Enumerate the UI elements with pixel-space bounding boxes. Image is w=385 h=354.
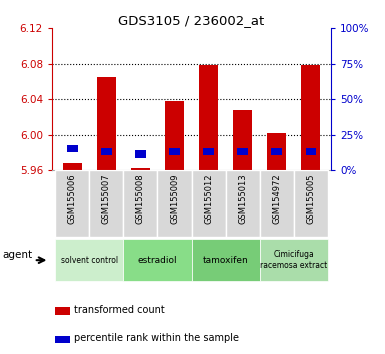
Bar <box>124 239 192 281</box>
Bar <box>63 163 82 170</box>
Bar <box>259 170 294 237</box>
Text: GSM155013: GSM155013 <box>238 173 247 224</box>
Bar <box>124 170 157 237</box>
Text: GSM155006: GSM155006 <box>68 173 77 224</box>
Bar <box>267 133 286 170</box>
Bar <box>157 170 192 237</box>
Bar <box>165 101 184 170</box>
Text: GSM155012: GSM155012 <box>204 173 213 224</box>
Bar <box>294 170 328 237</box>
Bar <box>306 148 316 155</box>
Bar <box>203 148 214 155</box>
Bar <box>233 110 252 170</box>
Text: tamoxifen: tamoxifen <box>203 256 248 265</box>
Bar <box>101 148 112 155</box>
Bar <box>55 307 70 315</box>
Text: GSM155008: GSM155008 <box>136 173 145 224</box>
Text: estradiol: estradiol <box>138 256 177 265</box>
Text: Cimicifuga
racemosa extract: Cimicifuga racemosa extract <box>260 251 327 270</box>
Bar <box>55 170 89 237</box>
Bar <box>301 65 320 170</box>
Text: agent: agent <box>3 250 33 260</box>
Text: GSM155009: GSM155009 <box>170 173 179 224</box>
Bar <box>89 170 124 237</box>
Bar <box>199 65 218 170</box>
Bar <box>192 170 226 237</box>
Bar <box>271 148 282 155</box>
Bar <box>55 336 70 343</box>
Bar <box>226 170 259 237</box>
Text: percentile rank within the sample: percentile rank within the sample <box>74 333 239 343</box>
Bar <box>55 239 124 281</box>
Bar <box>136 150 146 158</box>
Bar <box>259 239 328 281</box>
Text: solvent control: solvent control <box>61 256 118 265</box>
Title: GDS3105 / 236002_at: GDS3105 / 236002_at <box>119 14 264 27</box>
Text: GSM155005: GSM155005 <box>306 173 315 224</box>
Bar <box>131 168 150 170</box>
Bar <box>97 77 116 170</box>
Bar <box>238 148 248 155</box>
Text: transformed count: transformed count <box>74 305 165 315</box>
Text: GSM154972: GSM154972 <box>272 173 281 224</box>
Text: GSM155007: GSM155007 <box>102 173 111 224</box>
Bar <box>169 148 180 155</box>
Bar <box>67 145 77 152</box>
Bar <box>192 239 259 281</box>
